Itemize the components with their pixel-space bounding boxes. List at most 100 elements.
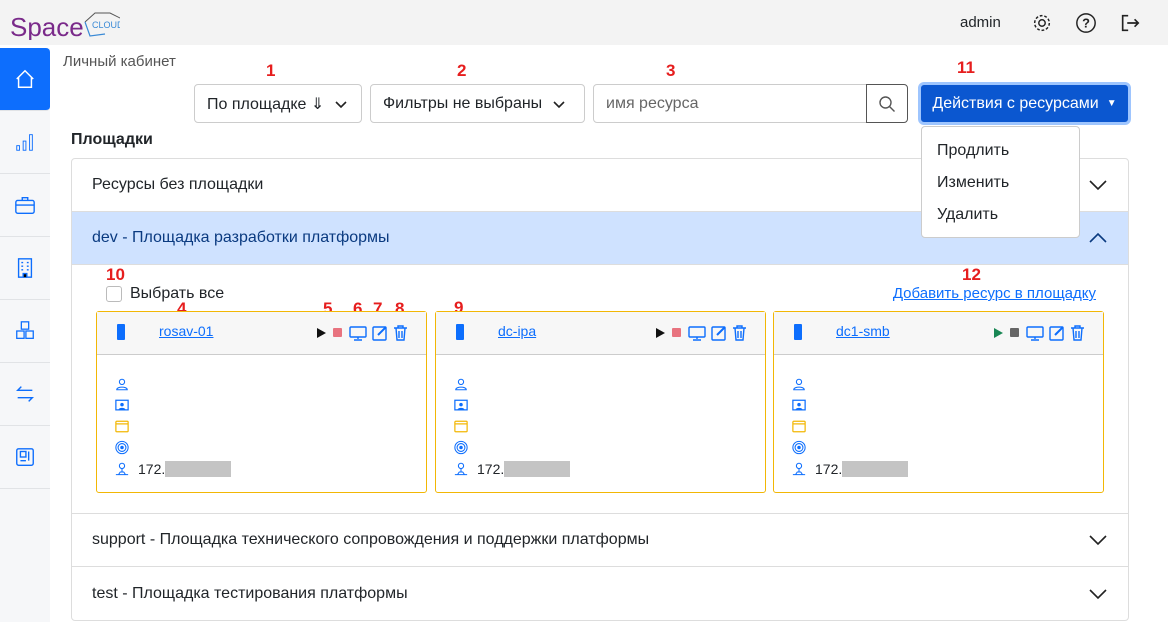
top-bar: Space CLOUD admin ? [0, 0, 1168, 45]
trash-icon[interactable] [393, 325, 408, 341]
annotation-12: 12 [962, 265, 981, 284]
user-name[interactable]: admin [960, 14, 1001, 31]
resource-actions-label: Действия с ресурсами [932, 94, 1099, 112]
site-label: dev - Площадка разработки платформы [92, 229, 390, 246]
console-monitor-icon[interactable] [1026, 325, 1044, 341]
search-button[interactable] [866, 84, 908, 123]
server-icon [456, 324, 464, 340]
user-icon [793, 378, 805, 391]
select-all-checkbox[interactable] [106, 286, 122, 302]
resource-card-header: dc1-smb [774, 312, 1103, 355]
target-icon [454, 440, 468, 455]
edit-icon[interactable] [372, 325, 388, 341]
gear-icon[interactable] [1031, 12, 1053, 34]
user-pin-icon [454, 462, 468, 476]
redacted-ip [842, 460, 909, 477]
calendar-icon [454, 420, 468, 433]
play-icon[interactable] [654, 327, 666, 339]
annotation-7: 7 [373, 299, 383, 318]
sidebar-item-home[interactable] [0, 48, 50, 111]
annotation-6: 6 [353, 299, 363, 318]
stop-icon[interactable] [332, 327, 344, 339]
trash-icon[interactable] [1070, 325, 1085, 341]
redacted-ip [504, 460, 571, 477]
monitor-user-icon [454, 399, 468, 411]
sort-dropdown[interactable]: По площадке ⇓ [194, 84, 362, 123]
monitor-user-icon [792, 399, 806, 411]
resource-info-row [115, 395, 426, 416]
trash-icon[interactable] [732, 325, 747, 341]
edit-icon[interactable] [711, 325, 727, 341]
breadcrumb[interactable]: Личный кабинет [63, 53, 176, 70]
site-label: support - Площадка технического сопровож… [92, 531, 650, 548]
user-pin-icon [115, 462, 129, 476]
user-icon [116, 378, 128, 391]
monitor-user-icon [115, 399, 129, 411]
ip-address: 172. [477, 460, 505, 477]
svg-text:?: ? [1082, 16, 1090, 31]
chevron-down-icon [1089, 535, 1107, 546]
play-icon[interactable] [992, 327, 1004, 339]
filter-label: Фильтры не выбраны [383, 94, 543, 112]
site-header-test[interactable]: test - Площадка тестирования платформы [72, 567, 1128, 620]
sidebar-item-hardware[interactable] [0, 426, 50, 489]
resource-name-link[interactable]: dc-ipa [498, 323, 537, 339]
resource-name-link[interactable]: dc1-smb [836, 323, 890, 339]
ip-address: 172. [138, 460, 166, 477]
site-label: Ресурсы без площадки [92, 176, 264, 193]
resource-actions-menu: Продлить Изменить Удалить [921, 126, 1080, 238]
chevron-down-icon [1089, 588, 1107, 599]
target-icon [115, 440, 129, 455]
sidebar-item-services[interactable] [0, 174, 50, 237]
resource-card-header: rosav-01 [97, 312, 426, 355]
select-all[interactable]: Выбрать все [106, 285, 224, 303]
ip-address: 172. [815, 460, 843, 477]
server-icon [117, 324, 125, 340]
annotation-9: 9 [454, 298, 464, 317]
logout-icon[interactable] [1119, 12, 1141, 34]
caret-down-icon: ▼ [1106, 98, 1117, 109]
help-icon[interactable]: ? [1075, 12, 1097, 34]
home-icon [16, 69, 34, 88]
annotation-8: 8 [395, 299, 405, 318]
sidebar-item-organization[interactable] [0, 237, 50, 300]
console-monitor-icon[interactable] [688, 325, 706, 341]
site-header-none[interactable]: Ресурсы без площадки [72, 159, 1128, 212]
site-header-support[interactable]: support - Площадка технического сопровож… [72, 514, 1128, 567]
sidebar-item-resources[interactable] [0, 300, 50, 363]
play-icon[interactable] [315, 327, 327, 339]
resource-info-row [792, 395, 1103, 416]
site-label: test - Площадка тестирования платформы [92, 584, 408, 602]
target-icon [792, 440, 806, 455]
building-icon [17, 258, 33, 278]
menu-item-edit[interactable]: Изменить [937, 174, 1010, 191]
resource-info-row [792, 416, 1103, 437]
resource-actions-button[interactable]: Действия с ресурсами ▼ [918, 82, 1131, 125]
edit-icon[interactable] [1049, 325, 1065, 341]
sites-accordion: Ресурсы без площадки dev - Площадка разр… [71, 158, 1129, 621]
section-title: Площадки [71, 131, 153, 148]
logo[interactable]: Space CLOUD [10, 8, 127, 45]
search-input[interactable] [593, 84, 867, 123]
sidebar-item-transfer[interactable] [0, 363, 50, 426]
search-icon [879, 95, 895, 112]
resource-info-row [115, 374, 426, 395]
resource-name-link[interactable]: rosav-01 [159, 323, 214, 339]
console-monitor-icon[interactable] [349, 325, 367, 341]
menu-item-delete[interactable]: Удалить [937, 206, 999, 223]
sort-label: По площадке ⇓ [207, 95, 325, 113]
sidebar [0, 48, 50, 622]
stop-icon[interactable] [671, 327, 683, 339]
resource-info-row: 172. [115, 458, 426, 479]
chevron-down-icon [335, 100, 347, 108]
resource-info-row [454, 395, 765, 416]
filter-dropdown[interactable]: Фильтры не выбраны [370, 84, 585, 123]
stop-icon[interactable] [1009, 327, 1021, 339]
boxes-icon [16, 321, 34, 339]
menu-item-extend[interactable]: Продлить [937, 142, 1010, 159]
sidebar-item-stats[interactable] [0, 111, 50, 174]
chevron-up-icon [1089, 232, 1107, 243]
annotation-11: 11 [957, 58, 975, 77]
add-resource-link[interactable]: Добавить ресурс в площадку [892, 285, 1096, 302]
site-header-dev[interactable]: dev - Площадка разработки платформы [72, 212, 1128, 265]
